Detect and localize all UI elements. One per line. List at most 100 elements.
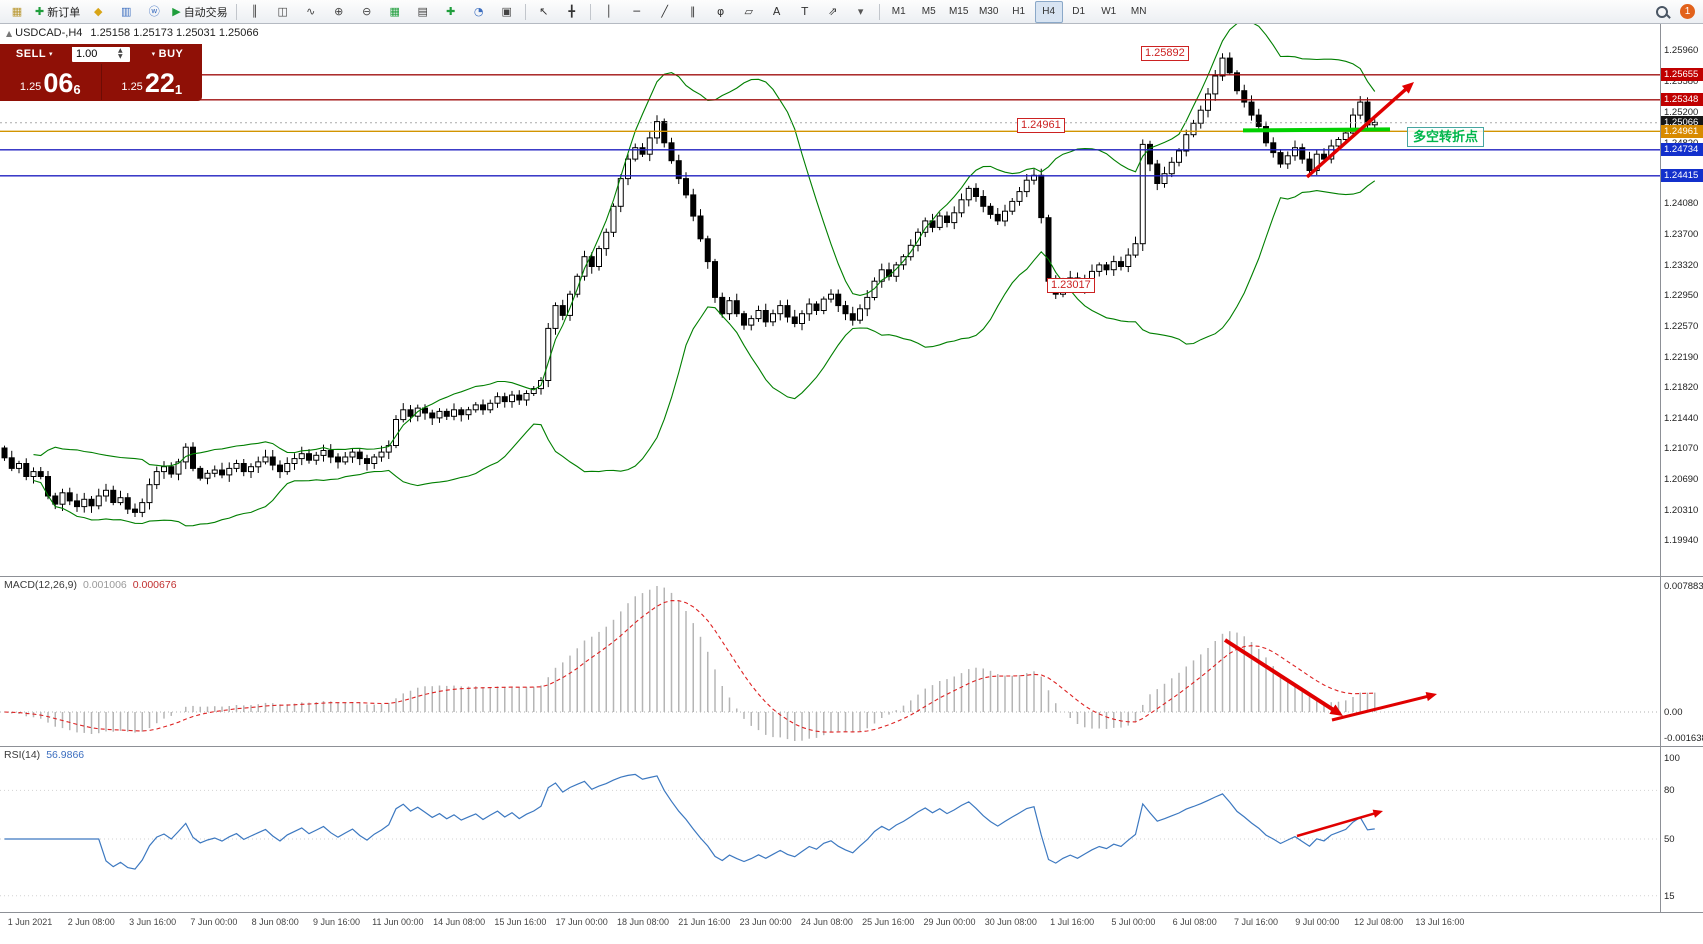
community-icon: ⓦ — [148, 5, 160, 18]
timeframe-w1-button[interactable]: W1 — [1101, 6, 1117, 17]
symbol-marker-icon: ▲ — [6, 29, 13, 38]
zoom-in-button[interactable]: ⊕ — [326, 1, 352, 23]
timeframe-h4-button[interactable]: H4 — [1034, 0, 1063, 23]
time-axis-label: 23 Jun 00:00 — [739, 917, 792, 927]
buy-price-button[interactable]: 1.25 22 1 — [121, 68, 183, 98]
history-center-button[interactable]: ▥ — [113, 1, 139, 23]
more-tools-caret[interactable]: ▾ — [848, 1, 874, 23]
objects-button[interactable]: ▣ — [494, 1, 520, 23]
price-tag-1.24734: 1.24734 — [1661, 143, 1703, 157]
cycles-button[interactable]: ◔ — [466, 1, 492, 23]
sell-price-button[interactable]: 1.25 06 6 — [19, 68, 81, 98]
tile-windows-icon: ▦ — [389, 5, 400, 18]
more-tools-caret-icon: ▾ — [857, 5, 864, 18]
toolbar-separator — [878, 3, 880, 20]
price-axis-tick: 1.21070 — [1664, 443, 1699, 455]
shapes-icon: ▱ — [744, 5, 753, 18]
price-tag-1.25655: 1.25655 — [1661, 68, 1703, 82]
toolbar-right: 1 — [1654, 4, 1695, 20]
community-button[interactable]: ⓦ — [141, 1, 167, 23]
rsi-scale-label: 80 — [1664, 785, 1675, 796]
time-axis-label: 7 Jun 00:00 — [190, 917, 238, 927]
arrange-windows-button[interactable]: ▤ — [410, 1, 436, 23]
text-button[interactable]: A — [764, 1, 790, 23]
marketwatch-icon: ◆ — [93, 5, 103, 18]
timeframe-m1-button[interactable]: M1 — [891, 6, 906, 17]
time-axis-label: 9 Jun 16:00 — [312, 917, 361, 927]
history-center-icon: ▥ — [121, 5, 132, 18]
timeframe-d1-button[interactable]: D1 — [1072, 6, 1086, 17]
new-order-icon: ✚ — [35, 5, 45, 18]
fibonacci-button[interactable]: φ — [708, 1, 734, 23]
price-annotation-1.25892[interactable]: 1.25892 — [1141, 46, 1189, 61]
macd-panel-separator[interactable] — [0, 576, 1703, 577]
price-annotation-1.24961[interactable]: 1.24961 — [1017, 118, 1065, 133]
price-tag-1.24961: 1.24961 — [1661, 124, 1703, 138]
buy-button[interactable]: ▾ BUY — [151, 48, 184, 60]
new-order-button[interactable]: ✚ 新订单 — [32, 1, 83, 23]
buy-caret-icon: ▾ — [151, 50, 156, 58]
shapes-button[interactable]: ▱ — [736, 1, 762, 23]
tile-windows-button[interactable]: ▦ — [382, 1, 408, 23]
time-axis-label: 29 Jun 00:00 — [923, 917, 976, 927]
rsi-scale-label: 100 — [1664, 753, 1680, 764]
macd-scale-label: -0.001638 — [1664, 733, 1703, 744]
vertical-line-button[interactable]: │ — [596, 1, 622, 23]
marketwatch-button[interactable]: ◆ — [85, 1, 111, 23]
cursor-button[interactable]: ↖ — [531, 1, 557, 23]
time-axis-label: 18 Jun 08:00 — [616, 917, 670, 927]
bar-chart-button[interactable]: ║ — [242, 1, 268, 23]
time-axis-label: 13 Jul 16:00 — [1415, 917, 1465, 927]
price-axis-border — [1660, 24, 1661, 912]
price-tag-1.25348: 1.25348 — [1661, 93, 1703, 107]
time-axis-label: 30 Jun 08:00 — [984, 917, 1037, 927]
channel-button[interactable]: ∥ — [680, 1, 706, 23]
timeframe-m15-button[interactable]: M15 — [948, 6, 969, 17]
time-axis-label: 21 Jun 16:00 — [678, 917, 731, 927]
turning-point-note[interactable]: 多空转折点 — [1407, 127, 1485, 147]
crosshair-button[interactable]: ╋ — [559, 1, 585, 23]
indicators-button[interactable]: ✚ — [438, 1, 464, 23]
chart-canvas[interactable] — [0, 24, 1660, 912]
volume-stepper[interactable]: ▲ ▼ — [118, 48, 123, 60]
time-axis-label: 11 Jun 00:00 — [372, 917, 424, 927]
time-axis-label: 2 Jun 08:00 — [67, 917, 115, 927]
auto-trading-button[interactable]: ▶ 自动交易 — [169, 1, 230, 23]
rsi-scale-label: 50 — [1664, 834, 1675, 845]
price-axis-tick: 1.20310 — [1664, 504, 1699, 516]
zoom-out-button[interactable]: ⊖ — [354, 1, 380, 23]
ohlc-values: 1.25158 1.25173 1.25031 1.25066 — [90, 27, 259, 39]
cycles-icon: ◔ — [473, 5, 484, 18]
candlestick-chart-button[interactable]: ◫ — [270, 1, 296, 23]
price-annotation-1.23017[interactable]: 1.23017 — [1047, 278, 1095, 293]
volume-input[interactable] — [72, 47, 118, 61]
sell-button[interactable]: SELL ▾ — [15, 48, 54, 60]
timeframe-h1-button[interactable]: H1 — [1012, 6, 1026, 17]
horizontal-line-button[interactable]: ─ — [624, 1, 650, 23]
toolbar-separator — [524, 3, 526, 20]
rsi-panel-separator[interactable] — [0, 746, 1703, 747]
toolbar-separator — [235, 3, 237, 20]
new-chart-button[interactable]: ▦ — [4, 1, 30, 23]
search-icon[interactable] — [1654, 4, 1671, 20]
arrows-button[interactable]: ⇗ — [820, 1, 846, 23]
price-axis-tick: 1.22190 — [1664, 351, 1699, 363]
volume-down-icon: ▼ — [118, 53, 123, 60]
label-button[interactable]: T — [792, 1, 818, 23]
time-axis-label: 14 Jun 08:00 — [433, 917, 486, 927]
price-axis-tick: 1.25580 — [1664, 75, 1699, 87]
candlestick-chart-icon: ◫ — [277, 5, 288, 18]
timeframe-m5-button[interactable]: M5 — [921, 6, 936, 17]
line-chart-button[interactable]: ∿ — [298, 1, 324, 23]
timeframe-m30-button[interactable]: M30 — [978, 6, 999, 17]
arrange-windows-icon: ▤ — [417, 5, 428, 18]
main-toolbar: ▦ ✚ 新订单 ◆ ▥ ⓦ ▶ 自动交易 ║ ◫ ∿ ⊕ ⊖ ▦ ▤ ✚ ◔ ▣ ↖ ╋ │ ─ ╱ ∥ φ ▱ A T ⇗ ▾ M1 M5 M… — [0, 0, 1703, 24]
volume-field[interactable]: ▲ ▼ — [72, 46, 130, 62]
time-axis-label: 5 Jul 00:00 — [1111, 917, 1156, 927]
price-axis-tick: 1.25960 — [1664, 45, 1699, 56]
timeframe-mn-button[interactable]: MN — [1130, 6, 1147, 17]
price-axis-tick: 1.25200 — [1664, 106, 1699, 118]
trendline-button[interactable]: ╱ — [652, 1, 678, 23]
time-axis-label: 17 Jun 00:00 — [555, 917, 608, 927]
notification-badge[interactable]: 1 — [1680, 4, 1695, 19]
